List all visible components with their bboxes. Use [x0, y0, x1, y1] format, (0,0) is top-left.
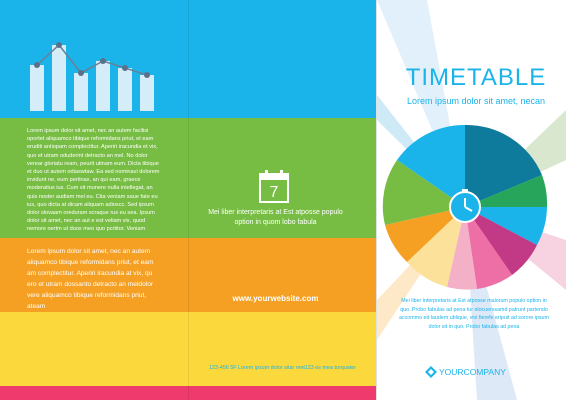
chart-point: [122, 65, 128, 71]
chart-point: [144, 72, 150, 78]
clock-hand: [464, 206, 473, 212]
company-logo: YOURCOMPANY: [425, 366, 535, 378]
calendar-icon: 7: [259, 170, 289, 203]
chart-bar: [140, 75, 154, 111]
cover-panel: TIMETABLE Lorem ipsum dolor sit amet, ne…: [377, 0, 566, 400]
chart-bar: [118, 68, 132, 111]
orange-band: [0, 238, 376, 312]
company-name: YOURCOMPANY: [439, 367, 506, 377]
chart-bar: [74, 73, 88, 111]
cover-paragraph: Mei liber interpretaris at Est atposse m…: [399, 298, 549, 330]
orange-paragraph: Lorem ipsum dolor sit amet, nec an autem…: [27, 248, 154, 310]
fold-line-left: [188, 0, 189, 400]
calendar-text: Mei liber interpretaris at Est atposse p…: [208, 209, 343, 226]
chart-trend-line: [36, 43, 148, 76]
chart-bars: [30, 45, 154, 111]
pink-band: [0, 386, 376, 400]
clock-crown: [462, 189, 468, 192]
chart-point: [100, 58, 106, 64]
chart-points: [34, 42, 150, 78]
clock-segments: [382, 124, 548, 290]
cover-subtitle: Lorem ipsum dolor sit amet, necan: [406, 96, 546, 106]
chart-point: [34, 62, 40, 68]
green-band: [0, 118, 376, 238]
company-logo-icon: [425, 366, 437, 378]
yellow-band: [0, 312, 376, 386]
contact-line: 123-456 5F Lorem ipsum dolor sitar met12…: [208, 365, 357, 371]
chart-bar: [30, 65, 44, 111]
chart-point: [56, 42, 62, 48]
green-paragraph: Lorem ipsum dolor sit amet, nec an autem…: [27, 128, 160, 231]
bar-chart-icon: [30, 42, 154, 111]
clock-wheel-graphic: [377, 0, 566, 400]
website-link[interactable]: www.yourwebsite.com: [232, 294, 319, 303]
cover-title: TIMETABLE: [405, 64, 547, 91]
calendar-day: 7: [270, 184, 279, 201]
chart-point: [78, 70, 84, 76]
chart-bar: [52, 45, 66, 111]
fold-line-right: [376, 0, 377, 400]
chart-bar: [96, 61, 110, 111]
